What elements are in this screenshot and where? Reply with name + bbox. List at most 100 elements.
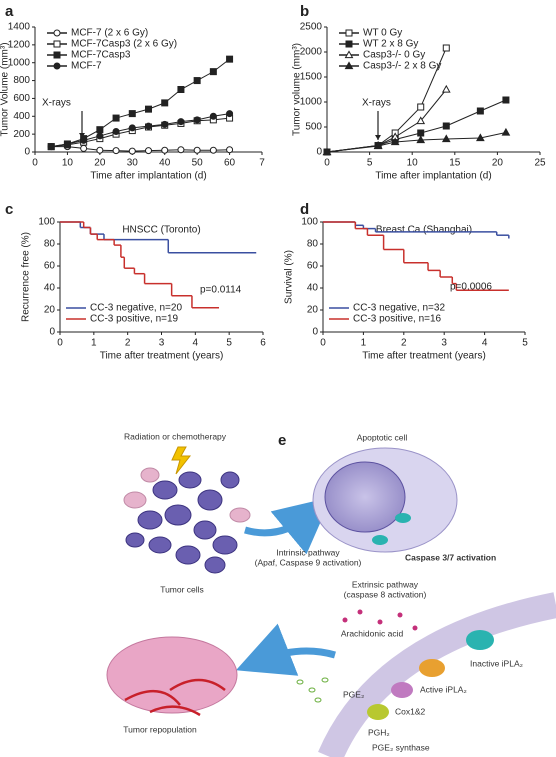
diagram-label: Arachidonic acid <box>341 628 404 638</box>
diagram-label: Active iPLA₂ <box>420 684 467 694</box>
y-tick-label: 1000 <box>300 97 323 108</box>
point <box>502 96 510 104</box>
series-line <box>51 113 230 148</box>
series-line <box>51 146 230 152</box>
point <box>112 114 120 122</box>
diagram-label: (Apaf, Caspase 9 activation) <box>255 557 362 567</box>
arrow <box>235 623 336 676</box>
x-tick-label: 10 <box>407 158 419 169</box>
arrow-head <box>375 135 381 140</box>
y-tick-label: 1000 <box>8 57 31 68</box>
y-tick-label: 80 <box>307 239 319 250</box>
point <box>209 146 217 154</box>
panel-label: d <box>300 201 309 218</box>
point <box>128 110 136 118</box>
x-tick-label: 0 <box>324 158 330 169</box>
x-axis-label: Time after implantation (d) <box>90 171 206 182</box>
point <box>193 77 201 85</box>
legend-label: WT 0 Gy <box>363 28 402 39</box>
chart-title: Breast Ca (Shanghai) <box>376 225 472 236</box>
point <box>416 135 426 144</box>
diagram-label: Apoptotic cell <box>357 432 408 442</box>
legend-label: CC-3 negative, n=20 <box>90 303 182 314</box>
x-tick-label: 7 <box>259 158 265 169</box>
protein <box>419 659 445 677</box>
x-tick-label: 20 <box>94 158 106 169</box>
point <box>128 147 136 155</box>
annotation: p=0.0114 <box>200 285 242 296</box>
x-tick-label: 2 <box>125 338 131 349</box>
x-tick-label: 15 <box>449 158 461 169</box>
annotation: X-rays <box>42 98 71 109</box>
diagram-label: Cox1&2 <box>395 706 426 716</box>
y-tick-label: 0 <box>316 147 322 158</box>
x-tick-label: 5 <box>226 338 232 349</box>
series-line <box>326 132 507 153</box>
diagram-label: Radiation or chemotherapy <box>124 431 227 441</box>
diagram-label: PGH₂ <box>368 727 390 737</box>
protein <box>391 682 413 698</box>
point <box>112 147 120 155</box>
y-axis-label: Recurrence free (%) <box>21 232 32 322</box>
chart-title: HNSCC (Toronto) <box>122 225 200 236</box>
x-axis-label: Time after treatment (years) <box>100 351 224 362</box>
legend-marker <box>53 40 61 48</box>
point <box>80 136 88 144</box>
legend-marker <box>53 62 61 70</box>
legend-marker <box>53 51 61 59</box>
lightning <box>171 446 192 475</box>
x-tick-label: 1 <box>91 338 97 349</box>
point <box>442 122 450 130</box>
legend-marker <box>344 50 354 59</box>
y-tick-label: 1500 <box>300 72 323 83</box>
annotation: X-rays <box>362 98 391 109</box>
series-line <box>51 58 230 148</box>
point <box>80 144 88 152</box>
x-tick-label: 20 <box>492 158 504 169</box>
y-tick-label: 500 <box>305 122 322 133</box>
nucleus <box>324 461 406 533</box>
x-tick-label: 30 <box>127 158 139 169</box>
x-tick-label: 0 <box>320 338 326 349</box>
x-tick-label: 10 <box>62 158 74 169</box>
panel-label: c <box>5 201 13 218</box>
y-tick-label: 60 <box>307 261 319 272</box>
diagram-label: Intrinsic pathway <box>276 547 340 557</box>
y-tick-label: 200 <box>13 129 30 140</box>
point <box>96 146 104 154</box>
x-tick-label: 0 <box>32 158 38 169</box>
x-tick-label: 4 <box>482 338 488 349</box>
point <box>161 99 169 107</box>
point <box>390 137 400 146</box>
x-tick-label: 50 <box>192 158 204 169</box>
point <box>96 126 104 134</box>
y-axis-label: Tumor volume (mm³) <box>292 43 303 136</box>
y-tick-label: 600 <box>13 93 30 104</box>
legend-label: Casp3-/- 2 x 8 Gy <box>363 61 441 72</box>
arachidonic-dots <box>342 609 418 631</box>
y-tick-label: 800 <box>13 75 30 86</box>
y-tick-label: 2000 <box>300 47 323 58</box>
diagram-label: Extrinsic pathway <box>352 579 419 589</box>
point <box>177 146 185 154</box>
diagram: e Radiation or chemotherapy Tumor cells … <box>106 431 556 757</box>
y-tick-label: 2500 <box>300 22 323 33</box>
point <box>417 129 425 137</box>
x-tick-label: 40 <box>159 158 171 169</box>
point <box>501 127 511 136</box>
caspase <box>372 535 388 545</box>
legend-marker <box>345 29 353 37</box>
arrow-head <box>79 133 85 138</box>
point <box>209 68 217 76</box>
point <box>47 143 55 151</box>
point <box>161 146 169 154</box>
membrane <box>318 592 556 757</box>
point <box>209 112 217 120</box>
y-tick-label: 40 <box>44 283 56 294</box>
y-tick-label: 400 <box>13 111 30 122</box>
point <box>417 103 425 111</box>
y-tick-label: 20 <box>44 305 56 316</box>
diagram-label: PGE₂ synthase <box>372 742 430 752</box>
diagram-label: Tumor repopulation <box>123 724 197 734</box>
point <box>416 116 426 125</box>
